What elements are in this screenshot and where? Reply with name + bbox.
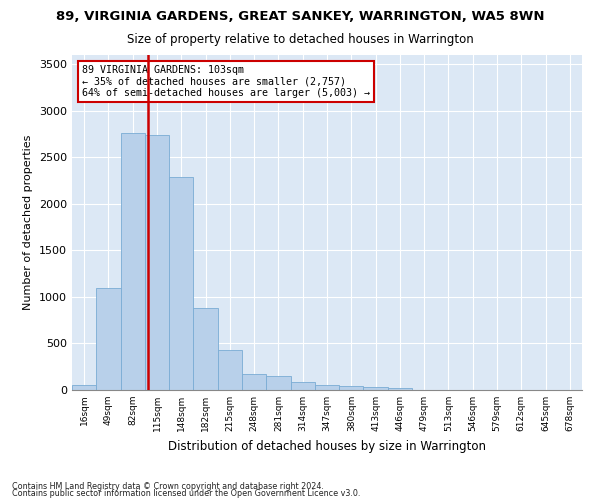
Text: 89 VIRGINIA GARDENS: 103sqm
← 35% of detached houses are smaller (2,757)
64% of : 89 VIRGINIA GARDENS: 103sqm ← 35% of det…: [82, 65, 370, 98]
Bar: [121, 133, 145, 390]
Bar: [388, 388, 412, 390]
Bar: [96, 288, 121, 390]
Text: Contains HM Land Registry data © Crown copyright and database right 2024.: Contains HM Land Registry data © Crown c…: [12, 482, 324, 491]
Bar: [193, 308, 218, 390]
Bar: [339, 386, 364, 390]
Bar: [364, 387, 388, 390]
Bar: [266, 376, 290, 390]
Text: Contains public sector information licensed under the Open Government Licence v3: Contains public sector information licen…: [12, 490, 361, 498]
X-axis label: Distribution of detached houses by size in Warrington: Distribution of detached houses by size …: [168, 440, 486, 452]
Text: Size of property relative to detached houses in Warrington: Size of property relative to detached ho…: [127, 32, 473, 46]
Bar: [290, 382, 315, 390]
Text: 89, VIRGINIA GARDENS, GREAT SANKEY, WARRINGTON, WA5 8WN: 89, VIRGINIA GARDENS, GREAT SANKEY, WARR…: [56, 10, 544, 23]
Bar: [72, 386, 96, 390]
Bar: [145, 135, 169, 390]
Bar: [242, 374, 266, 390]
Bar: [169, 177, 193, 390]
Bar: [315, 385, 339, 390]
Bar: [218, 350, 242, 390]
Y-axis label: Number of detached properties: Number of detached properties: [23, 135, 34, 310]
